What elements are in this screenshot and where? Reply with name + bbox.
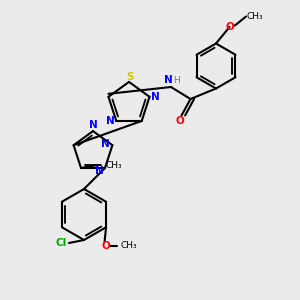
Text: N: N [88, 120, 98, 130]
Text: CH₃: CH₃ [121, 241, 137, 250]
Text: O: O [225, 22, 234, 32]
Text: O: O [176, 116, 184, 126]
Text: CH₃: CH₃ [105, 160, 122, 169]
Text: S: S [126, 71, 133, 82]
Text: N: N [101, 139, 110, 149]
Text: N: N [106, 116, 115, 126]
Text: N: N [164, 75, 172, 85]
Text: N: N [94, 166, 103, 176]
Text: O: O [101, 241, 110, 251]
Text: Cl: Cl [56, 238, 67, 248]
Text: H: H [173, 76, 180, 85]
Text: CH₃: CH₃ [246, 12, 262, 21]
Text: N: N [151, 92, 160, 102]
